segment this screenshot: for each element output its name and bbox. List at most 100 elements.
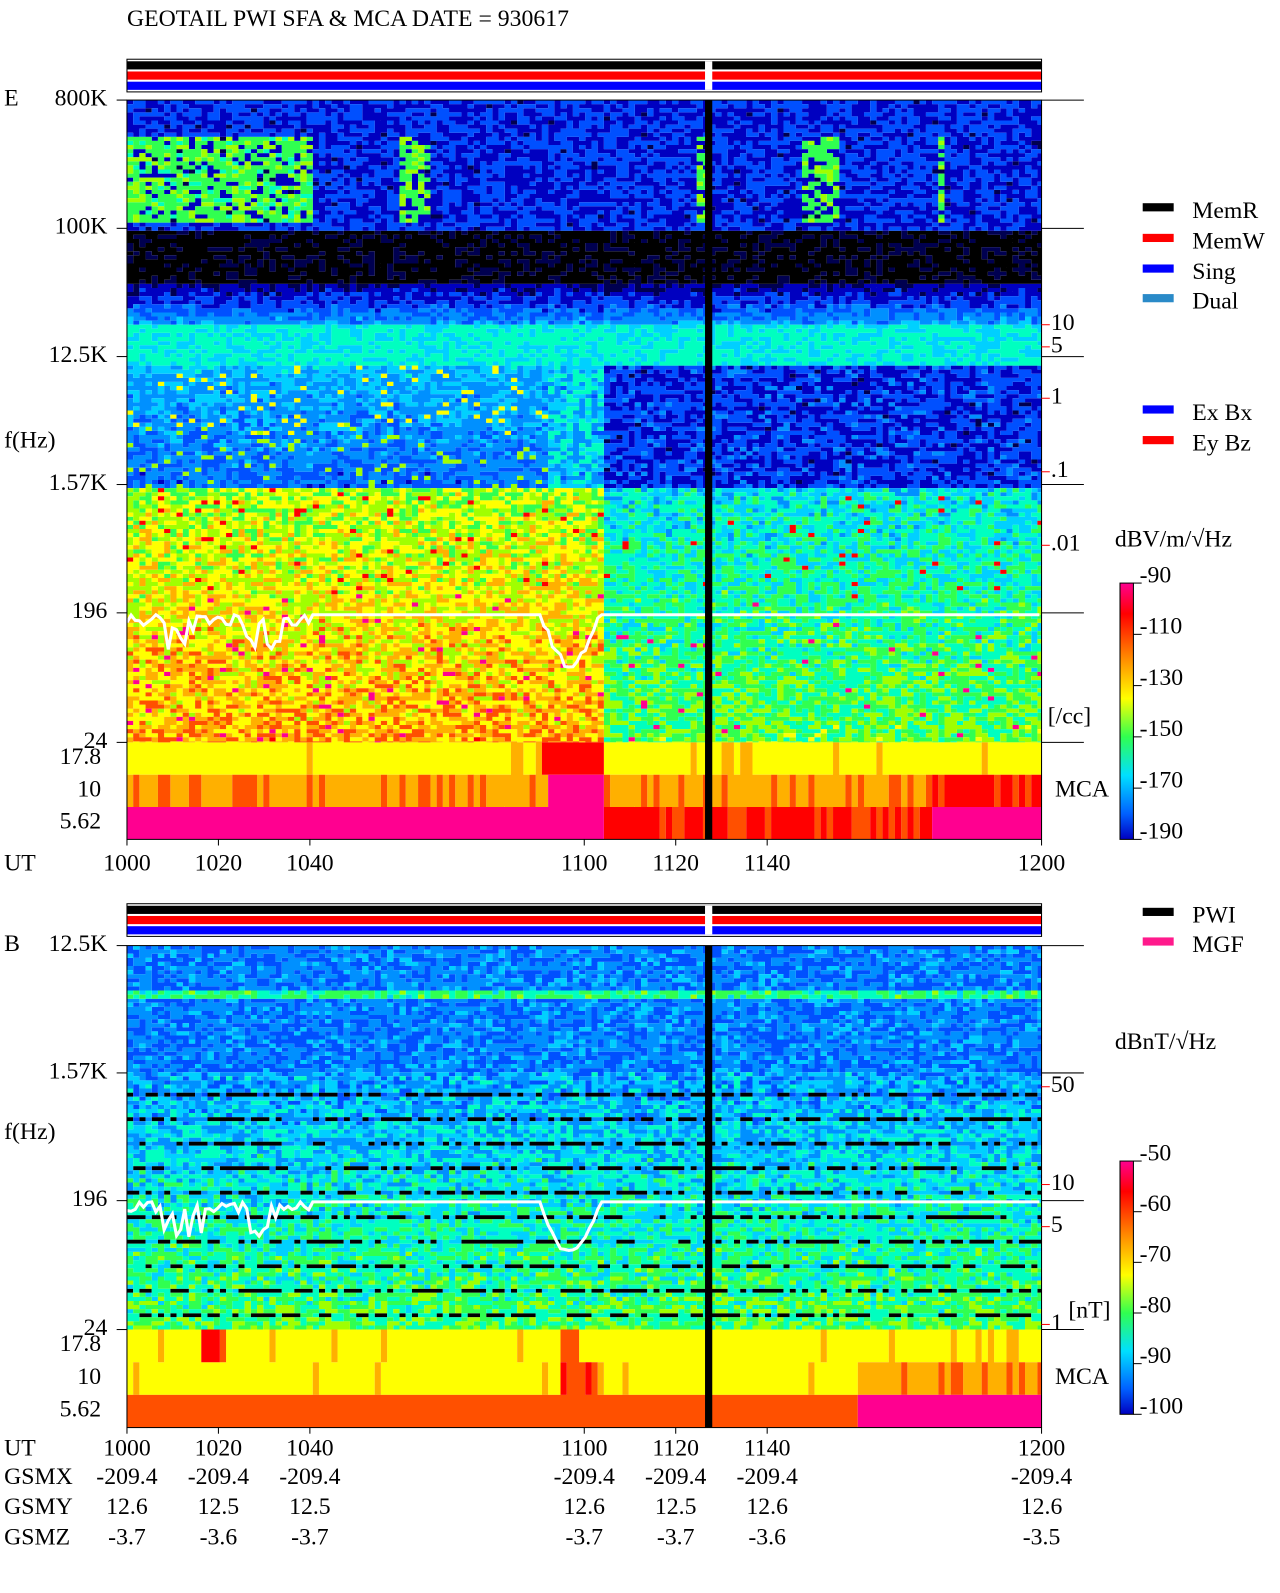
- colorbar-tick-label: -60: [1140, 1191, 1172, 1217]
- colorbar: [1119, 582, 1134, 840]
- colorbar-tick-label: -110: [1140, 614, 1183, 640]
- x-tick-label: 1100: [561, 1436, 608, 1462]
- mca-tick-label: 10: [77, 1364, 101, 1390]
- legend-label: MemR: [1192, 198, 1258, 224]
- spectrogram-cells: [126, 945, 1042, 1318]
- x-tick-label: 1120: [652, 850, 699, 876]
- spectrogram-cells: [126, 136, 1042, 743]
- colorbar-tick-label: -190: [1140, 819, 1184, 845]
- y2-tick-label: 1: [1051, 384, 1063, 410]
- spectrogram-cells: [126, 136, 1042, 743]
- orbit-value: 12.5: [198, 1494, 240, 1520]
- status-gap: [705, 905, 713, 935]
- legend-swatch: [1142, 405, 1174, 414]
- colorbar-tick-label: -90: [1140, 1343, 1172, 1369]
- legend-swatch: [1142, 436, 1174, 445]
- x-tick-label: 1000: [103, 1436, 150, 1462]
- mca-tick-label: 5.62: [60, 1397, 102, 1423]
- legend-label: MemW: [1192, 229, 1265, 255]
- mca-tick-label: 17.8: [60, 1331, 102, 1357]
- y2-tick-label: 1: [1051, 1310, 1063, 1336]
- y-tick-label: 196: [72, 1186, 108, 1212]
- y2-tick-label: .1: [1051, 457, 1069, 483]
- colorbar-tick-label: -50: [1140, 1140, 1172, 1166]
- orbit-value: -209.4: [554, 1464, 616, 1490]
- spectrogram-cells: [857, 1394, 1042, 1428]
- legend-swatch: [1142, 937, 1174, 946]
- status-gap: [705, 61, 713, 90]
- data-gap: [705, 945, 713, 1428]
- y-tick-label: 800K: [55, 86, 108, 112]
- spectrogram-cells: [126, 618, 1032, 840]
- status-bar: [126, 81, 1042, 90]
- data-gap: [705, 100, 713, 840]
- y-tick-label: 100K: [55, 214, 108, 240]
- orbit-value: -3.7: [657, 1524, 695, 1550]
- status-bar: [126, 905, 1042, 914]
- x-axis-label: UT: [4, 850, 36, 876]
- y2-tick-label: 5: [1051, 1212, 1063, 1238]
- orbit-value: 12.6: [746, 1494, 788, 1520]
- legend-label: Ey Bz: [1192, 431, 1251, 457]
- x-tick-label: 1120: [652, 1436, 699, 1462]
- colorbar-tick-label: -70: [1140, 1242, 1172, 1268]
- y2-tick-label: 5: [1051, 332, 1063, 358]
- mca-tick-label: 17.8: [60, 744, 102, 770]
- x-tick-label: 1200: [1018, 850, 1065, 876]
- orbit-value: 12.5: [655, 1494, 697, 1520]
- legend-swatch: [1142, 233, 1174, 243]
- x-tick-label: 1140: [744, 850, 791, 876]
- legend-swatch: [1142, 264, 1174, 273]
- y-axis-label: f(Hz): [4, 428, 55, 454]
- legend-swatch: [1142, 294, 1174, 303]
- orbit-value: -3.6: [748, 1524, 786, 1550]
- status-bar: [126, 61, 1042, 70]
- legend-label: Dual: [1192, 289, 1239, 315]
- spectrogram-cells: [126, 492, 988, 808]
- plasma-line: [125, 612, 1040, 669]
- x-axis-label: UT: [4, 1436, 36, 1462]
- orbit-value: -209.4: [737, 1464, 799, 1490]
- y2-tick-label: .01: [1051, 531, 1081, 557]
- orbit-label: GSMZ: [4, 1524, 70, 1550]
- x-tick-label: 1040: [286, 850, 333, 876]
- y2-tick-label: 50: [1051, 1072, 1075, 1098]
- legend-swatch: [1142, 203, 1174, 212]
- status-bar: [126, 71, 1042, 80]
- spectrogram-cells: [126, 488, 1042, 840]
- y2-unit: [nT]: [1068, 1298, 1110, 1324]
- y-tick-label: 24: [84, 1315, 108, 1341]
- spectrogram-cells: [126, 1329, 1042, 1428]
- y-tick-label: 12.5K: [49, 342, 108, 368]
- spectrogram-cells: [126, 945, 1042, 1130]
- mca-label: MCA: [1055, 776, 1109, 802]
- colorbar-tick-label: -100: [1140, 1394, 1184, 1420]
- y-tick-label: 196: [72, 598, 108, 624]
- orbit-value: 12.5: [289, 1494, 331, 1520]
- colorbar-label: dBnT/√Hz: [1115, 1029, 1216, 1055]
- orbit-value: -3.7: [108, 1524, 146, 1550]
- colorbar-tick-label: -150: [1140, 716, 1184, 742]
- x-tick-label: 1000: [103, 850, 150, 876]
- y2-unit: [/cc]: [1048, 703, 1091, 729]
- y2-tick-label: 10: [1051, 310, 1075, 336]
- colorbar-tick-label: -170: [1140, 768, 1184, 794]
- colorbar-label: dBV/m/√Hz: [1115, 527, 1232, 553]
- orbit-value: 12.6: [1021, 1494, 1063, 1520]
- mca-tick-label: 5.62: [60, 809, 102, 835]
- orbit-value: -3.5: [1023, 1524, 1061, 1550]
- x-tick-label: 1020: [195, 850, 242, 876]
- y-tick-label: 24: [84, 728, 108, 754]
- legend-label: Sing: [1192, 259, 1236, 285]
- orbit-label: GSMX: [4, 1464, 73, 1490]
- spectrogram-cells: [126, 316, 1042, 681]
- mca-label: MCA: [1055, 1364, 1109, 1390]
- spectrogram-cells: [126, 100, 1042, 489]
- orbit-value: 12.6: [563, 1494, 605, 1520]
- y-tick-label: 1.57K: [49, 470, 108, 496]
- colorbar: [1119, 1160, 1134, 1415]
- colorbar-tick-label: -80: [1140, 1292, 1172, 1318]
- orbit-value: -209.4: [188, 1464, 250, 1490]
